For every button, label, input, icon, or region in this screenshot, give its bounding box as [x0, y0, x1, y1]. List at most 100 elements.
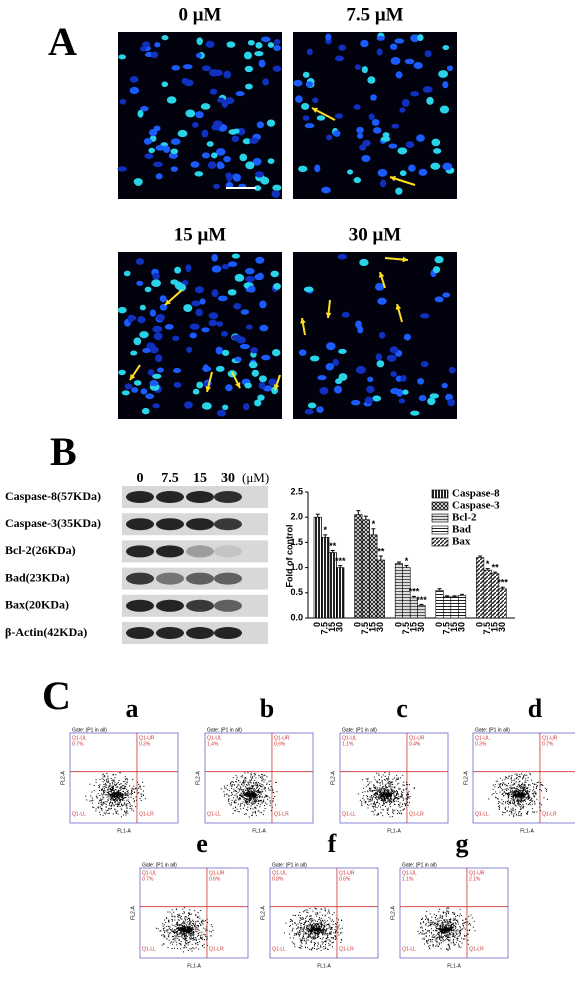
event [191, 937, 193, 939]
event [140, 793, 142, 795]
event [116, 793, 118, 795]
band [126, 545, 154, 558]
event [328, 939, 330, 941]
event [391, 788, 393, 790]
event [521, 798, 523, 800]
event [249, 779, 251, 781]
event [255, 774, 257, 776]
event [394, 787, 396, 789]
event [431, 939, 433, 941]
event [136, 799, 138, 801]
event [189, 921, 191, 923]
event [196, 930, 198, 932]
event [516, 786, 518, 788]
x-axis-title: FL1-A [387, 828, 401, 834]
event [381, 786, 383, 788]
event [108, 788, 110, 790]
event [373, 805, 375, 807]
event [177, 916, 179, 918]
event [389, 816, 391, 818]
event [246, 802, 248, 804]
event [232, 812, 234, 814]
event [519, 793, 521, 795]
event [322, 928, 324, 930]
event [206, 926, 208, 928]
event [110, 806, 112, 808]
event [174, 935, 176, 937]
event [176, 922, 178, 924]
nucleus [255, 41, 263, 49]
event [299, 932, 301, 934]
event [524, 799, 526, 801]
event [518, 802, 520, 804]
event [321, 941, 323, 943]
event [522, 800, 524, 802]
event [102, 796, 104, 798]
event [536, 785, 538, 787]
event [374, 804, 376, 806]
event [178, 939, 180, 941]
event [523, 784, 525, 786]
event [111, 783, 113, 785]
event [300, 923, 302, 925]
event [301, 939, 303, 941]
scatter-cloud [357, 772, 416, 818]
event [95, 808, 97, 810]
event [186, 935, 188, 937]
event [250, 805, 252, 807]
event [325, 929, 327, 931]
event [508, 792, 510, 794]
event [375, 803, 377, 805]
nucleus [399, 170, 407, 177]
lane-label: 7.5 [161, 471, 179, 486]
event [108, 791, 110, 793]
event [393, 800, 395, 802]
event [379, 784, 381, 786]
event [180, 915, 182, 917]
event [383, 799, 385, 801]
quadrant-label: Q1-UL [72, 735, 87, 741]
band [156, 518, 184, 531]
event [532, 795, 534, 797]
event [372, 811, 374, 813]
event [529, 804, 531, 806]
nucleus [130, 350, 138, 356]
event [310, 929, 312, 931]
event [518, 801, 520, 803]
event [132, 778, 134, 780]
nucleus [359, 144, 367, 151]
event [376, 789, 378, 791]
nucleus [228, 129, 238, 135]
event [314, 929, 316, 931]
event [386, 795, 388, 797]
band [126, 491, 154, 503]
event [521, 793, 523, 795]
event [378, 773, 380, 775]
event [238, 790, 240, 792]
event [193, 934, 195, 936]
event [317, 931, 319, 933]
event [112, 795, 114, 797]
event [517, 799, 519, 801]
event [506, 790, 508, 792]
event [236, 796, 238, 798]
event [121, 799, 123, 801]
event [117, 802, 119, 804]
nucleus [142, 41, 151, 48]
event [181, 928, 183, 930]
band [156, 491, 184, 503]
event [125, 805, 127, 807]
event [228, 789, 230, 791]
event [533, 796, 535, 798]
nucleus [239, 343, 250, 350]
event [237, 798, 239, 800]
event [525, 792, 527, 794]
event [177, 923, 179, 925]
event [303, 924, 305, 926]
event [132, 788, 134, 790]
event [182, 951, 184, 953]
nucleus [243, 51, 252, 60]
event [180, 936, 182, 938]
event [252, 808, 254, 810]
event [168, 921, 170, 923]
